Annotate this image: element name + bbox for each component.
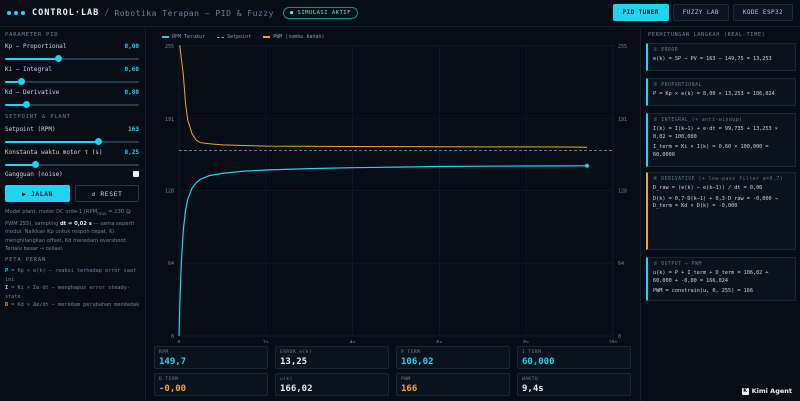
metric-cards: RPM 149,7 ERROR e(k) 13,25 P TERM 106,02 I … [154, 346, 632, 401]
card-pwm: PWM 166 [396, 373, 510, 396]
chart-plot: 0 64 128 191 255 0 64 128 191 255 0 2s 4s 6s 8s 10s [165, 44, 627, 346]
param-kp: Kp — Proportional 8,00 [5, 43, 139, 62]
tau-label: Konstanta waktu motor τ (s) [5, 149, 103, 156]
y-tick-label-left: 64 [168, 261, 174, 267]
app-subtitle: Robotika Terapan — PID & Fuzzy [114, 8, 274, 18]
response-chart: RPM Terukur Setpoint PWM (sumbu kanan) 0… [152, 28, 640, 346]
reset-button[interactable]: ↺ RESET [75, 185, 139, 202]
ki-label: Ki — Integral [5, 66, 52, 73]
x-tick-label: 4s [350, 340, 356, 343]
run-button[interactable]: ▶ JALAN [5, 185, 70, 202]
tau-value: 0,25 [124, 149, 139, 156]
x-tick-label: 2s [263, 340, 269, 343]
step-proportional: ② PROPORTIONAL P = Kp × e(k) = 8,00 × 13… [646, 78, 796, 106]
param-noise: Gangguan (noise) [5, 171, 139, 178]
param-setpoint: Setpoint (RPM) 163 [5, 126, 139, 145]
dot-icon [21, 11, 25, 15]
card-error: ERROR e(k) 13,25 [275, 346, 389, 369]
step-integral: ③ INTEGRAL (+ anti-windup) I(k) = I(k−1)… [646, 113, 796, 167]
slider-thumb[interactable] [95, 138, 103, 145]
control-panel: PARAMETER PID Kp — Proportional 8,00 Ki —… [0, 28, 146, 401]
card-p-term: P TERM 106,02 [396, 346, 510, 369]
slider-thumb[interactable] [22, 101, 30, 108]
x-tick-label: 10s [608, 340, 617, 343]
y-tick-label-left: 255 [165, 44, 174, 50]
step-derivative: ④ DERIVATIVE (+ low-pass filter α=0,7) D… [646, 172, 796, 250]
y-tick-label-right: 64 [618, 261, 624, 267]
legend-setpoint: Setpoint [217, 34, 251, 40]
step-error: ① ERROR e(k) = SP − PV = 163 − 149,75 = … [646, 43, 796, 71]
status-dots [7, 11, 25, 15]
setpoint-slider[interactable] [5, 138, 139, 145]
legend-pwm: PWM (sumbu kanan) [263, 34, 324, 40]
y-tick-label-left: 0 [171, 334, 174, 340]
card-time: WAKTU 9,4s [517, 373, 631, 396]
app-brand: CONTROL·LAB [32, 8, 100, 18]
step-output: ⑤ OUTPUT → PWM u(k) = P + I_term + D_ter… [646, 257, 796, 301]
chart-legend: RPM Terukur Setpoint PWM (sumbu kanan) [162, 34, 324, 40]
section-title-map: PETA PERAN [5, 257, 47, 263]
slider-thumb[interactable] [55, 55, 63, 62]
pwm-series-line [179, 45, 588, 148]
chart-frame [178, 45, 614, 337]
slider-thumb[interactable] [17, 78, 25, 85]
kd-value: 0,80 [124, 89, 139, 96]
card-d-term: D TERM -0,00 [154, 373, 268, 396]
kd-slider[interactable] [5, 101, 139, 108]
brand-separator: / [104, 8, 110, 18]
param-kd: Kd — Derivative 0,80 [5, 89, 139, 108]
role-map: P = Kp × e(k) — reaksi terhadap error sa… [5, 267, 141, 310]
section-title-setpoint: SETPOINT & PLANT [5, 114, 71, 120]
section-title-pid: PARAMETER PID [5, 32, 59, 38]
role-line-p: P = Kp × e(k) — reaksi terhadap error sa… [5, 268, 137, 283]
tau-slider[interactable] [5, 161, 139, 168]
kp-value: 8,00 [124, 43, 139, 50]
x-tick-label: 0 [177, 340, 180, 343]
rpm-current-point [584, 163, 589, 168]
y-tick-label-right: 255 [618, 44, 627, 50]
kimi-logo-icon: K [741, 387, 749, 395]
y-tick-label-right: 128 [618, 188, 627, 194]
y-tick-label-right: 191 [618, 117, 627, 123]
kp-label: Kp — Proportional [5, 43, 67, 50]
ki-value: 0,60 [124, 66, 139, 73]
slider-thumb[interactable] [32, 161, 40, 168]
ki-slider[interactable] [5, 78, 139, 85]
tab-fuzzy-lab[interactable]: FUZZY LAB [672, 4, 729, 21]
param-tau: Konstanta waktu motor τ (s) 0,25 [5, 149, 139, 168]
card-i-term: I TERM 60,000 [517, 346, 631, 369]
kd-label: Kd — Derivative [5, 89, 60, 96]
role-line-d: D = Kd × Δe/dt — meredam perubahan menda… [5, 302, 140, 308]
y-tick-label-left: 128 [165, 188, 174, 194]
rpm-series-line [178, 165, 588, 337]
simulation-status-badge: ● SIMULASI AKTIF [282, 7, 358, 19]
dot-icon [14, 11, 18, 15]
app-header: CONTROL·LAB / Robotika Terapan — PID & F… [0, 0, 800, 27]
card-rpm: RPM 149,7 [154, 346, 268, 369]
noise-checkbox[interactable] [133, 171, 139, 177]
card-u: u(k) 166,02 [275, 373, 389, 396]
plant-description: Model plant: motor DC orde-1 (RPMmax = 2… [5, 209, 135, 253]
kimi-agent-watermark: K Kimi Agent [741, 387, 792, 395]
calculation-title: PERHITUNGAN LANGKAH (REAL-TIME) [648, 32, 766, 38]
param-ki: Ki — Integral 0,60 [5, 66, 139, 85]
y-tick-label-left: 191 [165, 117, 174, 123]
setpoint-label: Setpoint (RPM) [5, 126, 56, 133]
dot-icon [7, 11, 11, 15]
kp-slider[interactable] [5, 55, 139, 62]
setpoint-value: 163 [128, 126, 139, 133]
role-line-i: I = Ki × Σe·dt — menghapus error steady-… [5, 285, 130, 300]
mode-tabs: PID TUNER FUZZY LAB KODE ESP32 [612, 4, 793, 21]
noise-label: Gangguan (noise) [5, 171, 63, 178]
calculation-panel: PERHITUNGAN LANGKAH (REAL-TIME) ① ERROR … [640, 28, 800, 401]
x-tick-label: 6s [436, 340, 442, 343]
tab-pid-tuner[interactable]: PID TUNER [612, 4, 669, 21]
y-tick-label-right: 0 [618, 334, 621, 340]
x-tick-label: 8s [523, 340, 529, 343]
legend-rpm: RPM Terukur [162, 34, 205, 40]
tab-kode-esp32[interactable]: KODE ESP32 [732, 4, 793, 21]
